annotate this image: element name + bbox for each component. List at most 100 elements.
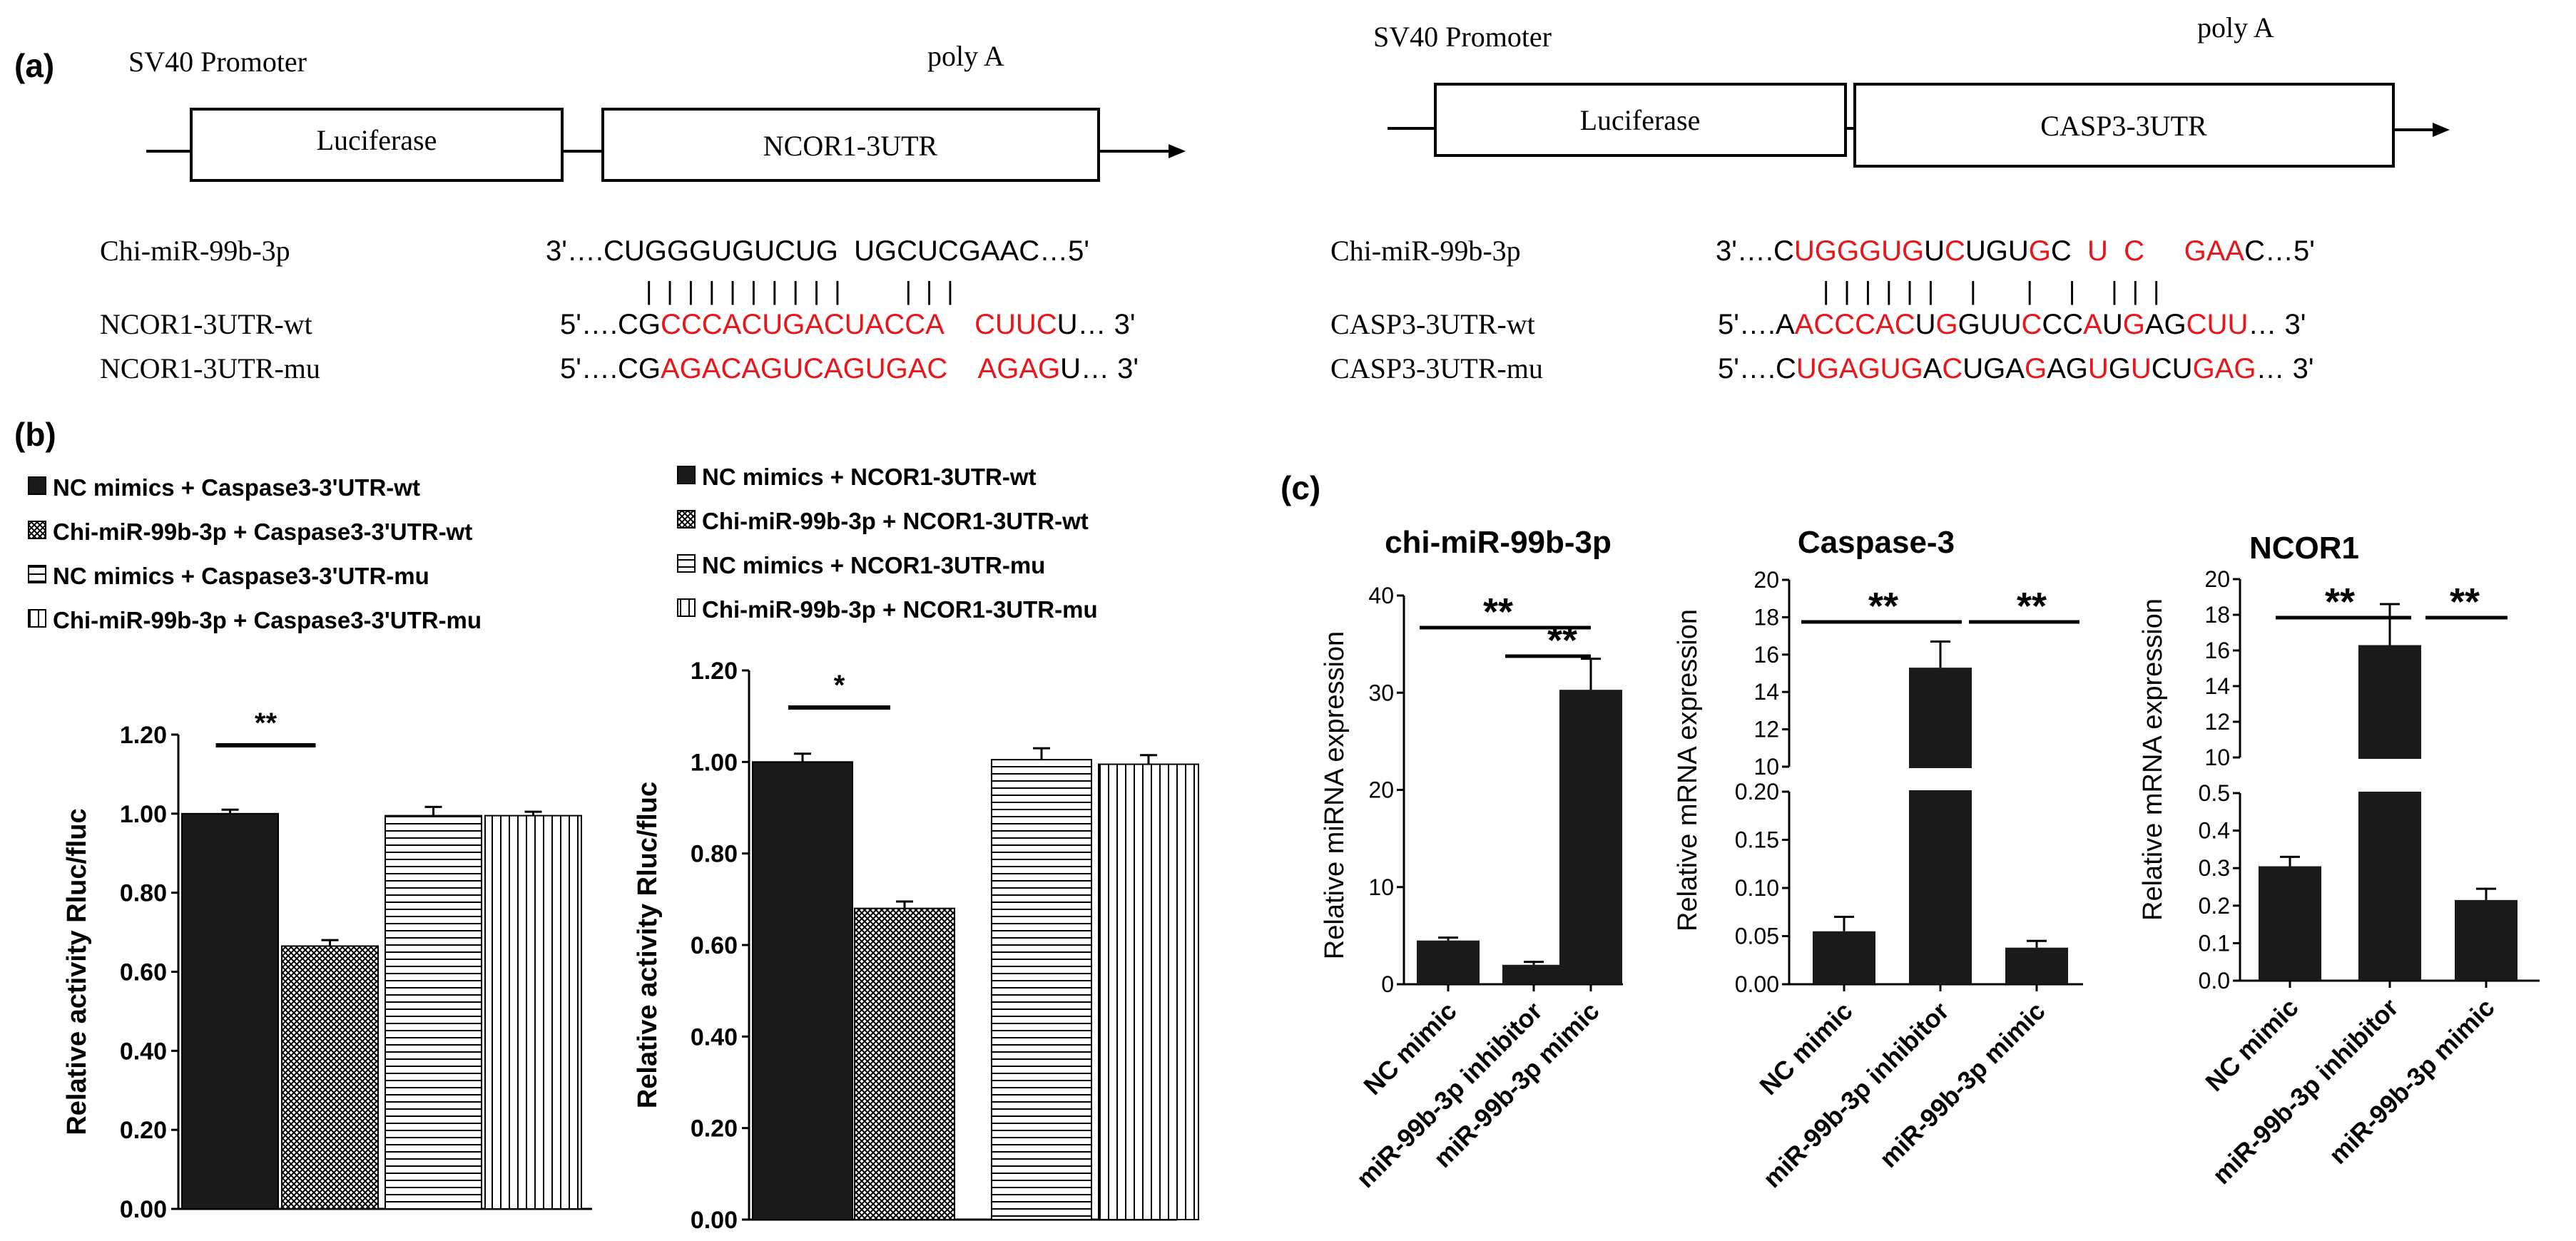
bar [2455, 899, 2518, 981]
sequence-bases: … 3' [2248, 309, 2306, 340]
polya-label: poly A [927, 40, 1004, 72]
y-tick-label: 0 [1381, 971, 1394, 997]
mismatch-bases: C [1945, 235, 1965, 267]
mirna-sequence: 3'….CUGGGUGUCUGUGC U C GAAC…5' [1716, 235, 2315, 267]
pairing-lines: | | | | | | | | | | | | [1823, 276, 2159, 305]
legend-label: NC mimics + NCOR1-3UTR-wt [702, 464, 1037, 490]
chart-c-mir99b: chi-miR-99b-3p 0 10 20 30 40 Relative miRNA ex… [1320, 525, 1623, 1193]
sequence-bases: U… 3' [1057, 309, 1136, 340]
sequence-bases: AG [2047, 353, 2088, 384]
bar [2005, 947, 2068, 984]
sequence-bases: CU [2152, 353, 2193, 384]
y-tick-label: 1.20 [691, 658, 738, 685]
utr-box [1853, 83, 2395, 168]
y-tick-label: 10 [1753, 754, 1779, 780]
mismatch-bases: UGGGUG [1794, 235, 1924, 267]
x-tick-label: NC mimic [2199, 993, 2303, 1097]
sequence-bases [947, 353, 977, 384]
y-tick-label: 14 [2204, 673, 2230, 699]
significance-label: ** [2450, 581, 2480, 623]
y-tick-label: 1.00 [120, 801, 167, 828]
sequence-bases: C [2051, 235, 2087, 267]
y-tick-label: 12 [1753, 717, 1779, 742]
y-tick-label: 0.05 [1735, 924, 1779, 949]
legend-label: NC mimics + Caspase3-3'UTR-wt [53, 474, 420, 501]
bar [1417, 940, 1480, 984]
legend-swatch [28, 476, 46, 495]
y-tick-label: 20 [1753, 567, 1779, 593]
mismatch-bases: GAA [2184, 235, 2245, 267]
sequence-bases [2108, 235, 2124, 267]
significance-label: ** [1547, 619, 1577, 662]
y-tick-label: 10 [1368, 874, 1394, 900]
mu-label: NCOR1-3UTR-mu [100, 352, 320, 384]
mismatch-bases: CCCACUGACUACCA [661, 309, 945, 340]
mismatch-bases: U [2131, 353, 2152, 384]
sequence-bases: C…5' [2244, 235, 2315, 267]
sequence-bases: U [1924, 235, 1945, 267]
significance-label: ** [255, 708, 278, 739]
y-axis-label: Relative mRNA expression [2138, 598, 2168, 921]
arrow-head-icon [2433, 123, 2450, 137]
mismatch-bases: G [2029, 235, 2051, 267]
mismatch-bases: AGAG [978, 353, 1061, 384]
wt-sequence: 5'….CGCCCACUGACUACCA CUUCU… 3' [560, 309, 1136, 340]
y-tick-label: 20 [2204, 566, 2230, 592]
legend-label: Chi-miR-99b-3p + Caspase3-3'UTR-mu [53, 607, 482, 633]
mirna-label: Chi-miR-99b-3p [100, 235, 290, 267]
mismatch-bases: A [2083, 309, 2102, 340]
luciferase-label: Luciferase [317, 124, 437, 156]
sequence-bases: CC [2042, 309, 2083, 340]
legend-swatch [28, 521, 46, 539]
mismatch-bases: CUUC [974, 309, 1057, 340]
legend-label: NC mimics + Caspase3-3'UTR-mu [53, 563, 429, 589]
sequence-bases: 3'….CUGGGUGUCUG UGCUCGAAC…5' [546, 235, 1089, 267]
y-tick-label: 0.1 [2199, 930, 2230, 956]
sequence-bases: 5'….C [1718, 353, 1796, 384]
x-tick-label: NC mimic [1753, 996, 1858, 1100]
bar [484, 814, 582, 1210]
bar [2358, 645, 2421, 981]
mismatch-bases: G [1935, 309, 1958, 340]
legend-label: Chi-miR-99b-3p + NCOR1-3UTR-mu [702, 596, 1098, 623]
chart-b-ncor1: NC mimics + NCOR1-3UTR-wt Chi-miR-99b-3p … [633, 464, 1199, 1234]
wt-label: NCOR1-3UTR-wt [100, 308, 312, 340]
legend-swatch [677, 466, 696, 484]
y-tick-label: 0.4 [2199, 818, 2230, 844]
mirna-label: Chi-miR-99b-3p [1330, 235, 1521, 267]
significance-label: ** [1868, 585, 1898, 628]
chart-b-caspase3: NC mimics + Caspase3-3'UTR-wt Chi-miR-99b… [28, 474, 592, 1223]
mu-label: CASP3-3UTR-mu [1330, 352, 1543, 384]
sequence-bases: 5'….A [1718, 309, 1795, 340]
bar [1559, 690, 1622, 984]
mirna-sequence: 3'….CUGGGUGUCUG UGCUCGAAC…5' [546, 235, 1089, 267]
y-tick-label: 12 [2204, 709, 2230, 735]
bar [385, 814, 482, 1210]
mismatch-bases: U [2087, 235, 2108, 267]
bar [1098, 763, 1199, 1220]
y-axis-label: Relative activity Rluc/fluc [62, 808, 92, 1135]
sequence-bases: AG [2145, 309, 2186, 340]
axis-break-gap [2239, 759, 2541, 792]
y-tick-label: 18 [1753, 604, 1779, 630]
promoter-label: SV40 Promoter [128, 46, 307, 78]
arrow-head-icon [1169, 144, 1186, 158]
mismatch-bases: C [2124, 235, 2144, 267]
sequence-bases [943, 309, 974, 340]
chart-title: chi-miR-99b-3p [1385, 525, 1612, 560]
y-tick-label: 0.20 [691, 1115, 738, 1143]
mismatch-bases: CUU [2186, 309, 2249, 340]
bar [854, 907, 955, 1220]
mismatch-bases: UGAGUG [1796, 353, 1923, 384]
y-tick-label: 0.60 [691, 932, 738, 959]
y-tick-label: 0.00 [120, 1196, 167, 1223]
y-tick-label: 18 [2204, 602, 2230, 628]
axis-break-gap [1788, 768, 2084, 790]
legend-swatch [677, 598, 696, 617]
y-tick-label: 0.20 [120, 1117, 167, 1144]
y-tick-label: 1.00 [691, 749, 738, 776]
bar [2259, 866, 2321, 981]
utr-label: CASP3-3UTR [2040, 110, 2207, 142]
mu-sequence: 5'….CGAGACAGUCAGUGAC AGAGU… 3' [560, 353, 1139, 384]
y-tick-label: 0.40 [120, 1038, 167, 1065]
